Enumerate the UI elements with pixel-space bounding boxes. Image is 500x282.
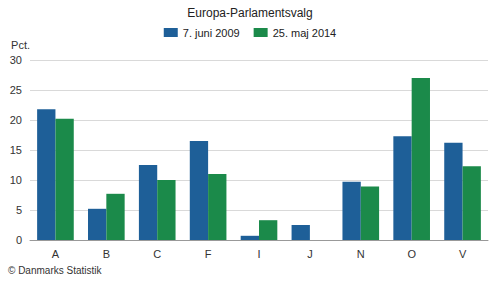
svg-text:10: 10 — [10, 174, 22, 186]
svg-text:30: 30 — [10, 54, 22, 66]
svg-text:V: V — [459, 248, 467, 260]
svg-text:5: 5 — [16, 204, 22, 216]
svg-text:25. maj 2014: 25. maj 2014 — [273, 27, 337, 39]
svg-text:O: O — [407, 248, 416, 260]
svg-text:7. juni 2009: 7. juni 2009 — [183, 27, 240, 39]
svg-text:A: A — [52, 248, 60, 260]
svg-text:B: B — [103, 248, 110, 260]
svg-text:N: N — [357, 248, 365, 260]
svg-text:© Danmarks Statistik: © Danmarks Statistik — [8, 265, 103, 276]
svg-text:Europa-Parlamentsvalg: Europa-Parlamentsvalg — [187, 6, 312, 20]
svg-text:0: 0 — [16, 234, 22, 246]
svg-text:20: 20 — [10, 114, 22, 126]
svg-text:C: C — [153, 248, 161, 260]
svg-text:25: 25 — [10, 84, 22, 96]
svg-text:J: J — [307, 248, 313, 260]
svg-text:15: 15 — [10, 144, 22, 156]
svg-text:I: I — [257, 248, 260, 260]
svg-text:F: F — [205, 248, 212, 260]
svg-text:Pct.: Pct. — [11, 39, 30, 51]
